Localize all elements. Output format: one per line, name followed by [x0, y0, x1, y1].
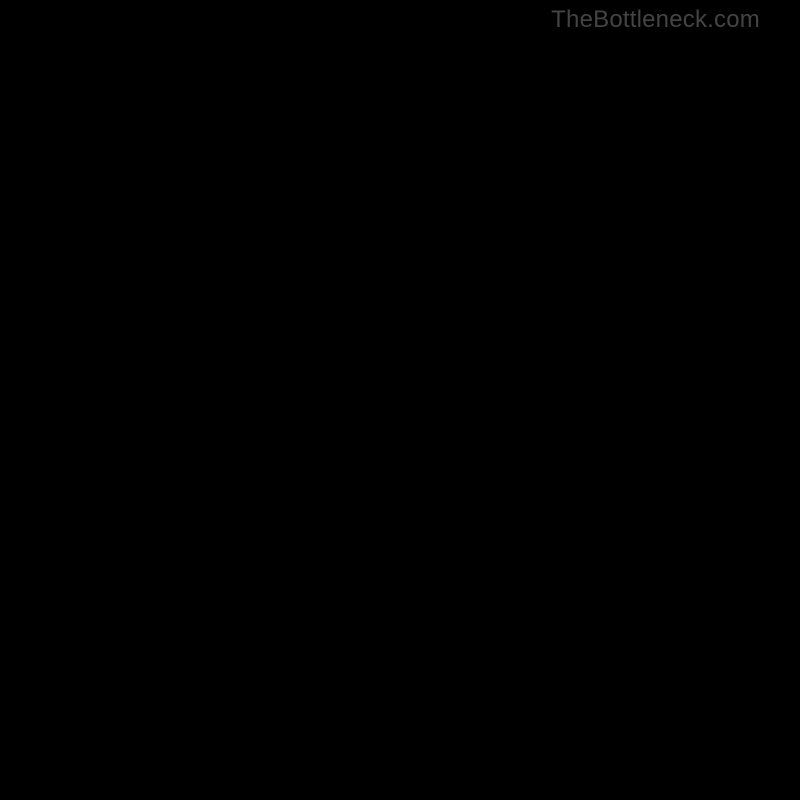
crosshair-horizontal	[38, 468, 762, 469]
crosshair-vertical	[381, 38, 382, 762]
chart-container: TheBottleneck.com	[0, 0, 800, 800]
bottleneck-heatmap	[38, 38, 762, 762]
crosshair-marker	[377, 464, 387, 474]
watermark-text: TheBottleneck.com	[551, 6, 760, 34]
